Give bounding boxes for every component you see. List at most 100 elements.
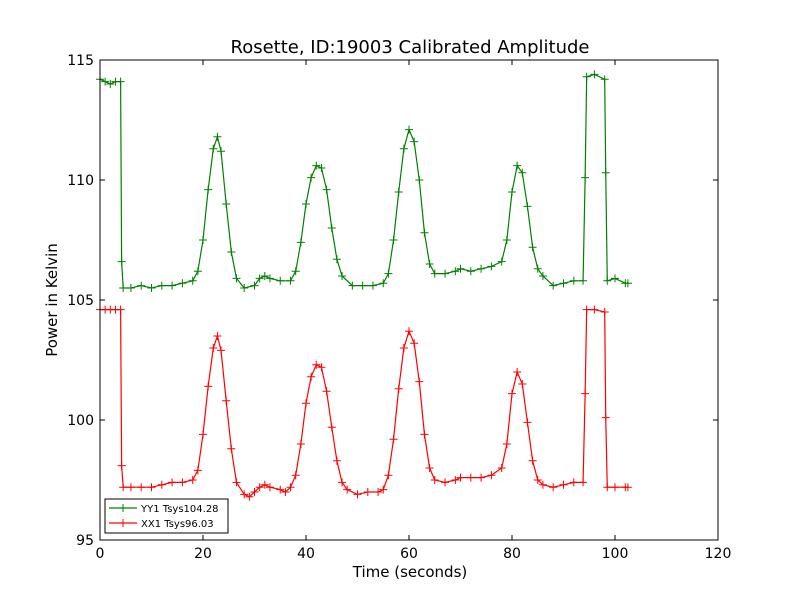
data-point <box>582 305 591 314</box>
data-point <box>487 471 496 480</box>
data-point <box>317 164 326 172</box>
data-point <box>327 224 336 232</box>
data-point <box>250 281 259 290</box>
data-point <box>384 471 393 480</box>
series-0 <box>96 70 632 292</box>
data-point <box>441 478 450 487</box>
legend-box <box>104 498 229 534</box>
data-point <box>312 360 321 369</box>
data-point <box>579 276 588 285</box>
data-point <box>420 430 429 439</box>
data-point <box>590 70 599 79</box>
data-point <box>276 485 285 494</box>
data-point <box>581 389 590 398</box>
data-point <box>353 490 362 499</box>
data-point <box>538 480 547 489</box>
data-point <box>569 478 578 487</box>
data-point <box>523 202 532 211</box>
data-point <box>399 344 408 352</box>
data-point <box>250 488 259 496</box>
data-point <box>116 305 125 314</box>
data-point <box>384 269 393 278</box>
data-point <box>255 274 264 283</box>
data-point <box>549 483 558 492</box>
series-1 <box>96 305 632 501</box>
data-point <box>332 255 341 264</box>
data-point <box>497 464 506 472</box>
x-tick-label: 120 <box>705 546 732 562</box>
data-point <box>508 389 516 398</box>
data-point <box>286 276 295 285</box>
x-tick-label: 100 <box>602 546 629 562</box>
data-point <box>415 176 424 184</box>
data-point <box>343 485 352 494</box>
data-point <box>307 372 316 381</box>
data-point <box>296 238 305 247</box>
data-point <box>425 260 434 268</box>
data-point <box>193 267 202 276</box>
data-point <box>611 274 619 283</box>
x-tick-label: 40 <box>297 546 315 562</box>
data-point <box>379 485 388 494</box>
legend-label: YY1 Tsys104.28 <box>140 504 219 515</box>
chart-title: Rosette, ID:19003 Calibrated Amplitude <box>231 37 590 58</box>
data-point <box>227 444 236 453</box>
data-point <box>451 476 460 484</box>
data-point <box>265 274 274 283</box>
legend-marker <box>119 519 127 527</box>
data-point <box>405 125 413 134</box>
data-point <box>348 281 357 290</box>
data-point <box>508 188 516 196</box>
data-point <box>260 272 269 280</box>
data-point <box>168 478 177 487</box>
legend: YY1 Tsys104.28 XX1 Tsys96.03 <box>104 498 229 534</box>
data-point <box>528 456 537 465</box>
x-tick-label: 0 <box>96 546 105 562</box>
data-point <box>227 248 236 256</box>
data-point <box>193 466 202 475</box>
data-point <box>209 144 218 153</box>
data-point <box>590 305 599 314</box>
data-point <box>240 284 249 292</box>
data-point <box>260 480 269 489</box>
data-point <box>332 456 341 465</box>
data-point <box>549 281 558 290</box>
data-point <box>513 368 522 376</box>
data-point <box>420 228 429 237</box>
data-point <box>157 281 166 290</box>
y-tick-label: 110 <box>67 173 94 189</box>
data-point <box>307 173 316 182</box>
data-point <box>600 308 609 316</box>
data-point <box>600 75 609 84</box>
y-tick-label: 100 <box>67 413 94 429</box>
data-point <box>222 396 231 405</box>
data-point <box>276 276 285 285</box>
data-point <box>291 471 300 480</box>
data-point <box>451 267 460 276</box>
data-point <box>559 279 568 288</box>
data-point <box>518 168 527 177</box>
data-point <box>217 147 226 156</box>
data-point <box>199 236 207 244</box>
data-point <box>178 478 187 487</box>
data-point <box>456 473 465 482</box>
data-point <box>410 339 419 348</box>
data-point <box>603 276 612 285</box>
data-point <box>232 478 241 487</box>
legend-label: XX1 Tsys96.03 <box>141 519 214 530</box>
data-point <box>217 346 226 355</box>
data-point <box>106 80 115 88</box>
data-point <box>116 77 125 86</box>
data-point <box>117 257 126 266</box>
data-point <box>204 382 213 391</box>
data-point <box>147 483 156 492</box>
data-point <box>317 363 326 372</box>
data-point <box>497 257 506 266</box>
data-point <box>209 344 218 352</box>
data-point <box>518 380 527 388</box>
x-tick-label: 80 <box>503 546 521 562</box>
data-point <box>582 72 591 81</box>
data-point <box>533 264 542 273</box>
data-point <box>538 272 547 280</box>
